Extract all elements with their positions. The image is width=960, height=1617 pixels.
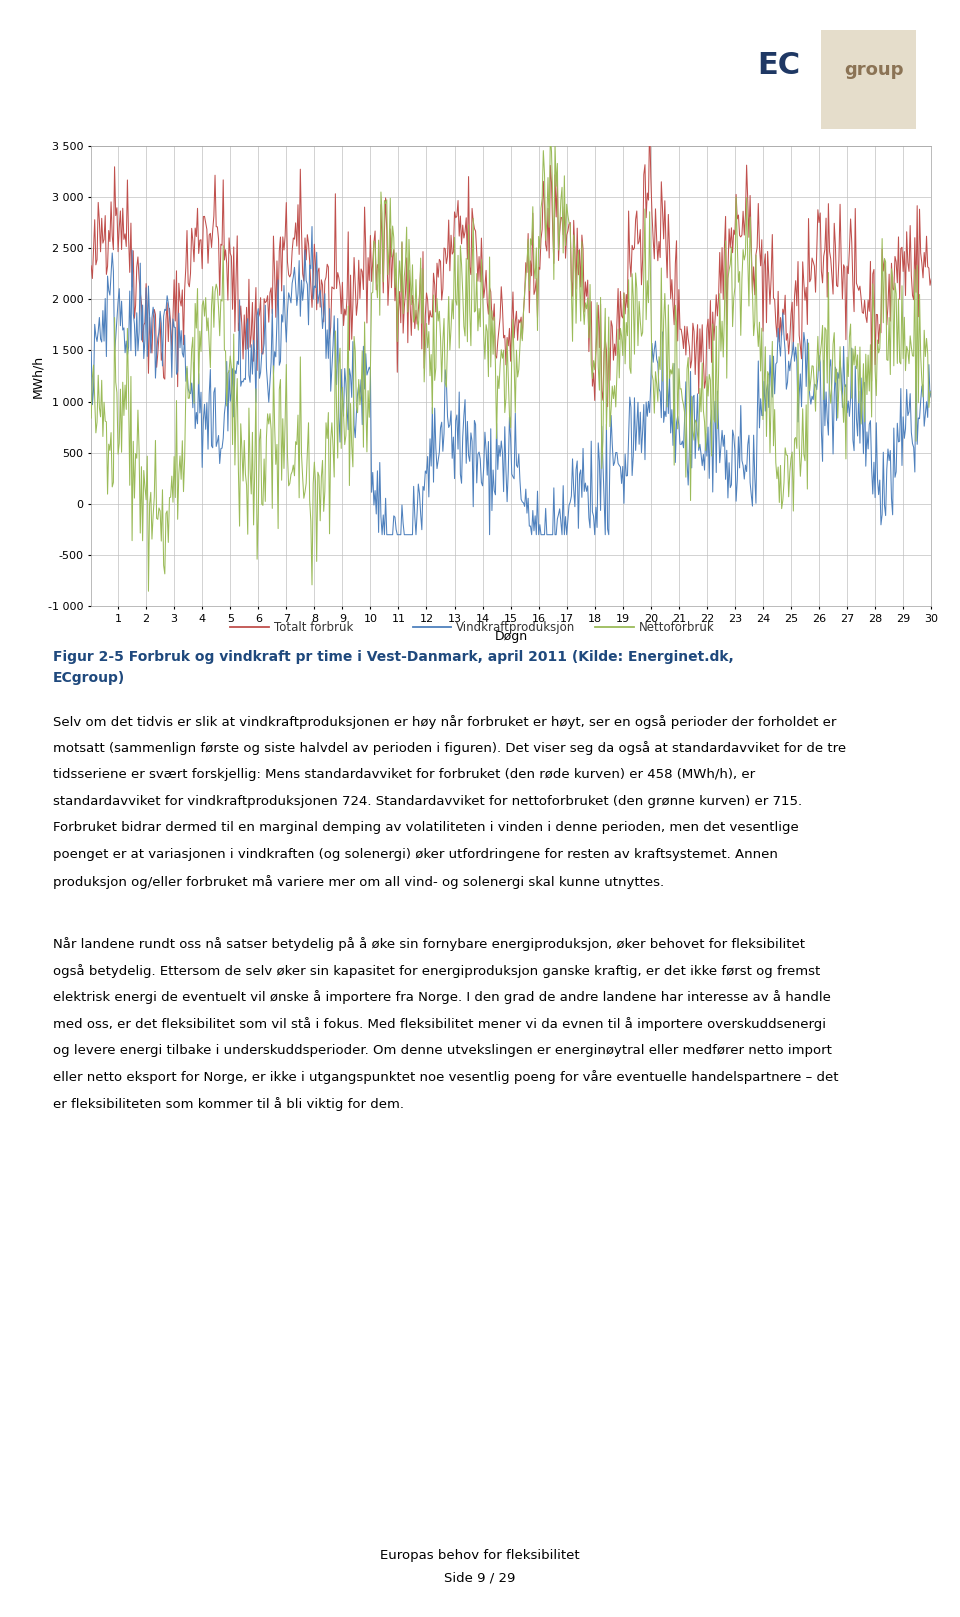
Text: også betydelig. Ettersom de selv øker sin kapasitet for energiproduksjon ganske : også betydelig. Ettersom de selv øker si…	[53, 964, 820, 978]
Text: group: group	[844, 61, 903, 79]
Y-axis label: MWh/h: MWh/h	[31, 354, 44, 398]
Text: med oss, er det fleksibilitet som vil stå i fokus. Med fleksibilitet mener vi da: med oss, er det fleksibilitet som vil st…	[53, 1017, 826, 1032]
Text: Totalt forbruk: Totalt forbruk	[274, 621, 353, 634]
Text: motsatt (sammenlign første og siste halvdel av perioden i figuren). Det viser se: motsatt (sammenlign første og siste halv…	[53, 741, 846, 755]
Text: eller netto eksport for Norge, er ikke i utgangspunktet noe vesentlig poeng for : eller netto eksport for Norge, er ikke i…	[53, 1070, 838, 1085]
Text: poenget er at variasjonen i vindkraften (og solenergi) øker utfordringene for re: poenget er at variasjonen i vindkraften …	[53, 847, 778, 862]
Bar	[822, 29, 917, 129]
Text: elektrisk energi de eventuelt vil ønske å importere fra Norge. I den grad de and: elektrisk energi de eventuelt vil ønske …	[53, 990, 830, 1004]
Text: er fleksibiliteten som kommer til å bli viktig for dem.: er fleksibiliteten som kommer til å bli …	[53, 1096, 404, 1111]
Text: Figur 2-5 Forbruk og vindkraft pr time i Vest-Danmark, april 2011 (Kilde: Energi: Figur 2-5 Forbruk og vindkraft pr time i…	[53, 650, 733, 665]
Text: standardavviket for vindkraftproduksjonen 724. Standardavviket for nettoforbruke: standardavviket for vindkraftproduksjone…	[53, 794, 802, 808]
Text: tidsseriene er svært forskjellig: Mens standardavviket for forbruket (den røde k: tidsseriene er svært forskjellig: Mens s…	[53, 768, 755, 781]
Text: Europas behov for fleksibilitet: Europas behov for fleksibilitet	[380, 1549, 580, 1562]
Text: ECgroup): ECgroup)	[53, 671, 125, 686]
Text: og levere energi tilbake i underskuddsperioder. Om denne utvekslingen er energin: og levere energi tilbake i underskuddspe…	[53, 1045, 831, 1058]
Text: Nettoforbruk: Nettoforbruk	[638, 621, 714, 634]
Text: Vindkraftproduksjon: Vindkraftproduksjon	[456, 621, 575, 634]
Text: Forbruket bidrar dermed til en marginal demping av volatiliteten i vinden i denn: Forbruket bidrar dermed til en marginal …	[53, 821, 799, 834]
Text: Side 9 / 29: Side 9 / 29	[444, 1572, 516, 1585]
X-axis label: Døgn: Døgn	[494, 629, 528, 642]
Text: Selv om det tidvis er slik at vindkraftproduksjonen er høy når forbruket er høyt: Selv om det tidvis er slik at vindkraftp…	[53, 715, 836, 729]
Text: EC: EC	[757, 50, 801, 79]
Text: Når landene rundt oss nå satser betydelig på å øke sin fornybare energiproduksjo: Når landene rundt oss nå satser betydeli…	[53, 936, 804, 951]
Text: produksjon og/eller forbruket må variere mer om all vind- og solenergi skal kunn: produksjon og/eller forbruket må variere…	[53, 875, 664, 889]
